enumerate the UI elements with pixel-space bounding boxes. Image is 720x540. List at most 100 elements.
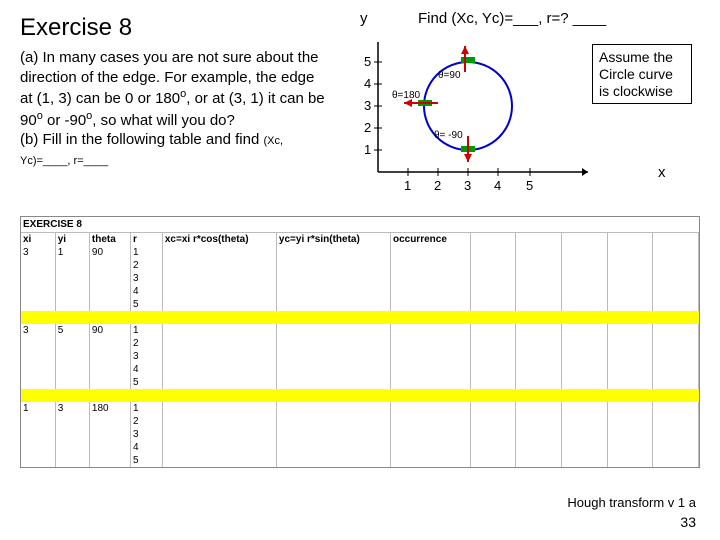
table-cell (607, 259, 653, 272)
table-cell (607, 376, 653, 389)
table-cell (653, 402, 699, 415)
table-cell (55, 376, 89, 389)
table-cell (55, 259, 89, 272)
table-cell (516, 246, 562, 259)
y-axis-label: y (360, 10, 368, 27)
table-cell (653, 428, 699, 441)
table-cell: 4 (130, 363, 162, 376)
table-cell (276, 363, 390, 376)
table-cell: 90 (89, 324, 130, 337)
table-cell (390, 298, 470, 311)
table-cell (653, 337, 699, 350)
table-cell (470, 454, 516, 467)
table-cell (162, 415, 276, 428)
table-header-cell: xc=xi r*cos(theta) (162, 233, 276, 246)
table-cell (470, 376, 516, 389)
table-row: 131801 (21, 402, 699, 415)
table-cell (89, 350, 130, 363)
table-cell (607, 363, 653, 376)
svg-text:2: 2 (434, 178, 441, 193)
table-cell (607, 454, 653, 467)
table-cell (276, 402, 390, 415)
table-cell (162, 324, 276, 337)
table-cell (21, 454, 55, 467)
table-cell: 5 (130, 454, 162, 467)
table-cell (55, 363, 89, 376)
table-cell (562, 454, 608, 467)
table-cell: 5 (130, 298, 162, 311)
table-cell: 5 (55, 324, 89, 337)
table-cell (607, 337, 653, 350)
table-cell (21, 298, 55, 311)
table-row: 4 (21, 285, 699, 298)
table-cell: 3 (130, 350, 162, 363)
table-cell (89, 376, 130, 389)
table-cell (55, 285, 89, 298)
table-cell: 2 (130, 259, 162, 272)
table-cell (562, 363, 608, 376)
table-cell (162, 376, 276, 389)
svg-text:4: 4 (364, 76, 371, 91)
table-cell (276, 415, 390, 428)
table-cell (55, 441, 89, 454)
table-cell (607, 350, 653, 363)
svg-text:4: 4 (494, 178, 501, 193)
table-cell (390, 363, 470, 376)
table-cell: 3 (130, 428, 162, 441)
chart-block: y Find (Xc, Yc)=___, r=? ____ Assume the… (338, 14, 700, 204)
table-cell (89, 454, 130, 467)
table-cell (607, 324, 653, 337)
table-cell (276, 272, 390, 285)
table-cell (162, 441, 276, 454)
table-row: 3 (21, 350, 699, 363)
table-cell (390, 259, 470, 272)
svg-text:2: 2 (364, 120, 371, 135)
table-cell (390, 454, 470, 467)
table-cell (470, 415, 516, 428)
table-cell (470, 272, 516, 285)
table-cell: 3 (130, 272, 162, 285)
table-cell (21, 272, 55, 285)
table-cell (470, 428, 516, 441)
table-cell (21, 337, 55, 350)
table-cell (562, 415, 608, 428)
table-cell (55, 454, 89, 467)
table-cell (653, 285, 699, 298)
table-row: 4 (21, 363, 699, 376)
table-cell (607, 285, 653, 298)
table-cell: 4 (130, 441, 162, 454)
table-cell (607, 298, 653, 311)
table-cell (562, 376, 608, 389)
table-cell (653, 363, 699, 376)
table-cell (607, 415, 653, 428)
table-cell (653, 324, 699, 337)
table-cell (162, 337, 276, 350)
table-header-cell: r (130, 233, 162, 246)
table-cell (653, 272, 699, 285)
table-cell (162, 428, 276, 441)
table-cell (162, 363, 276, 376)
table-cell (607, 402, 653, 415)
data-table: xiyithetarxc=xi r*cos(theta)yc=yi r*sin(… (21, 233, 699, 467)
table-cell (89, 285, 130, 298)
table-cell (562, 402, 608, 415)
table-cell (516, 259, 562, 272)
table-cell (470, 350, 516, 363)
table-cell (390, 324, 470, 337)
table-cell (653, 441, 699, 454)
table-cell: 2 (130, 415, 162, 428)
table-cell (653, 350, 699, 363)
table-cell (89, 272, 130, 285)
table-cell (470, 246, 516, 259)
table-cell (89, 259, 130, 272)
table-cell (21, 285, 55, 298)
table-cell (607, 246, 653, 259)
table-cell (276, 441, 390, 454)
table-cell (562, 350, 608, 363)
footer-text: Hough transform v 1 a (567, 495, 696, 510)
table-header-cell (562, 233, 608, 246)
table-cell (562, 337, 608, 350)
table-cell (162, 272, 276, 285)
table-cell (276, 324, 390, 337)
table-cell (470, 259, 516, 272)
